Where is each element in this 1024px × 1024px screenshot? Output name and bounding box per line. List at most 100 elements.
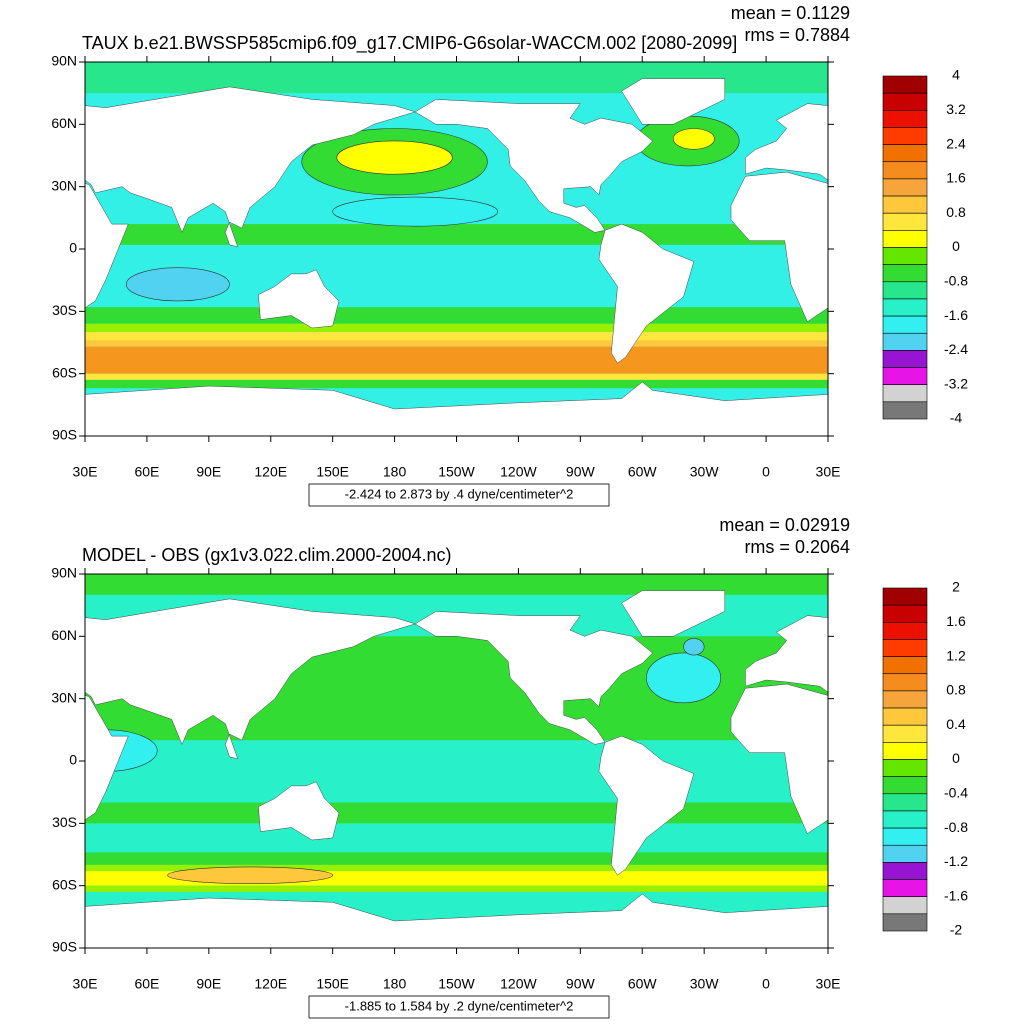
colorbar-box xyxy=(882,178,928,197)
field-band xyxy=(85,864,828,872)
info-text: -1.885 to 1.584 by .2 dyne/centimeter^2 xyxy=(345,998,574,1013)
colorbar-box xyxy=(882,621,928,640)
land xyxy=(414,611,653,745)
colorbar-label: -4 xyxy=(950,410,963,426)
colorbar-box xyxy=(882,127,928,145)
lon-label: 150W xyxy=(438,976,475,992)
colorbar-box xyxy=(882,332,928,351)
colorbar-label: 0.8 xyxy=(946,204,966,220)
rms-text: rms = 0.7884 xyxy=(744,25,850,45)
lon-label: 90E xyxy=(196,464,221,480)
lon-label: 120E xyxy=(254,976,287,992)
colorbar-label: -1.2 xyxy=(944,853,968,869)
lon-label: 180 xyxy=(383,464,407,480)
colorbar-box xyxy=(882,862,928,880)
map-field xyxy=(85,62,1024,436)
colorbar-box xyxy=(882,827,928,846)
colorbar-box xyxy=(882,587,928,606)
colorbar-label: -1.6 xyxy=(944,887,968,903)
land xyxy=(1001,270,1024,328)
colorbar-box xyxy=(882,776,928,795)
field-band xyxy=(85,373,828,380)
field-band xyxy=(85,224,828,245)
lon-label: 0 xyxy=(762,976,770,992)
lat-label: 60S xyxy=(52,876,77,892)
land xyxy=(258,269,340,329)
lon-label: 30E xyxy=(73,976,98,992)
lon-label: 30W xyxy=(690,976,720,992)
field-blob xyxy=(125,267,230,302)
lon-label: 30E xyxy=(816,464,841,480)
colorbar-box xyxy=(882,264,928,283)
colorbar-box xyxy=(882,604,928,623)
lon-label: 150W xyxy=(438,464,475,480)
colorbar-label: -2 xyxy=(950,922,963,938)
info-text: -2.424 to 2.873 by .4 dyne/centimeter^2 xyxy=(345,486,574,501)
lat-label: 90S xyxy=(52,939,77,955)
colorbar-label: -0.4 xyxy=(944,785,968,801)
colorbar-label: 2.4 xyxy=(946,135,966,151)
colorbar-label: -0.8 xyxy=(944,273,968,289)
colorbar-box xyxy=(882,230,928,248)
lon-label: 120W xyxy=(500,976,537,992)
map-panel: 90N 60N 30N 0 30S 60S 90S 30E 60E 90E 120E 150E 180 1… xyxy=(51,565,841,1019)
colorbar-label: 1.6 xyxy=(946,170,966,186)
colorbar-box xyxy=(882,724,928,743)
rms-text: rms = 0.2064 xyxy=(744,537,850,557)
land xyxy=(745,615,828,693)
info-box xyxy=(308,995,610,1019)
colorbar-box xyxy=(882,401,928,420)
colorbar-box xyxy=(882,281,928,300)
lon-label: 120W xyxy=(500,464,537,480)
lat-label: 90N xyxy=(51,53,77,69)
lon-label: 120E xyxy=(254,464,287,480)
lon-label: 30E xyxy=(73,464,98,480)
lat-label: 30S xyxy=(52,814,77,830)
lat-label: 0 xyxy=(69,752,77,768)
lon-label: 60W xyxy=(628,464,658,480)
field-band xyxy=(85,885,828,892)
lon-label: 180 xyxy=(383,976,407,992)
land xyxy=(730,171,828,323)
colorbar-label: -1.6 xyxy=(944,307,968,323)
lon-label: 60E xyxy=(134,464,159,480)
field-blob xyxy=(167,866,333,884)
colorbar-box xyxy=(882,656,928,675)
field-blob xyxy=(683,638,705,656)
field-blob xyxy=(646,652,721,704)
colorbar-box xyxy=(882,707,928,726)
land xyxy=(85,893,828,948)
field-band xyxy=(85,323,828,333)
colorbar-box xyxy=(882,879,928,897)
lat-label: 60S xyxy=(52,364,77,380)
colorbar-label: 0 xyxy=(952,750,960,766)
colorbar-box xyxy=(882,913,928,932)
colorbar-box xyxy=(882,315,928,334)
colorbar-label: 0.8 xyxy=(946,682,966,698)
lon-label: 90W xyxy=(566,464,596,480)
colorbar-box xyxy=(882,793,928,812)
field-blob xyxy=(336,140,453,175)
land xyxy=(85,381,828,436)
colorbar-box xyxy=(882,195,928,214)
lon-label: 30E xyxy=(816,976,841,992)
land xyxy=(85,183,129,309)
lon-label: 30W xyxy=(690,464,720,480)
land xyxy=(414,99,653,233)
lat-label: 60N xyxy=(51,115,77,131)
colorbar-box xyxy=(882,350,928,368)
lat-label: 30S xyxy=(52,302,77,318)
field-band xyxy=(85,346,828,374)
mean-text: mean = 0.02919 xyxy=(719,515,850,535)
land xyxy=(258,781,340,841)
colorbar-box xyxy=(882,896,928,915)
lat-label: 60N xyxy=(51,627,77,643)
colorbar-box xyxy=(882,759,928,777)
lon-label: 90W xyxy=(566,976,596,992)
lon-label: 60W xyxy=(628,976,658,992)
field-blob xyxy=(672,128,715,150)
colorbar-label: 0.4 xyxy=(946,716,966,732)
colorbar-box xyxy=(882,75,928,94)
colorbar-box xyxy=(882,92,928,111)
lon-label: 150E xyxy=(316,976,349,992)
